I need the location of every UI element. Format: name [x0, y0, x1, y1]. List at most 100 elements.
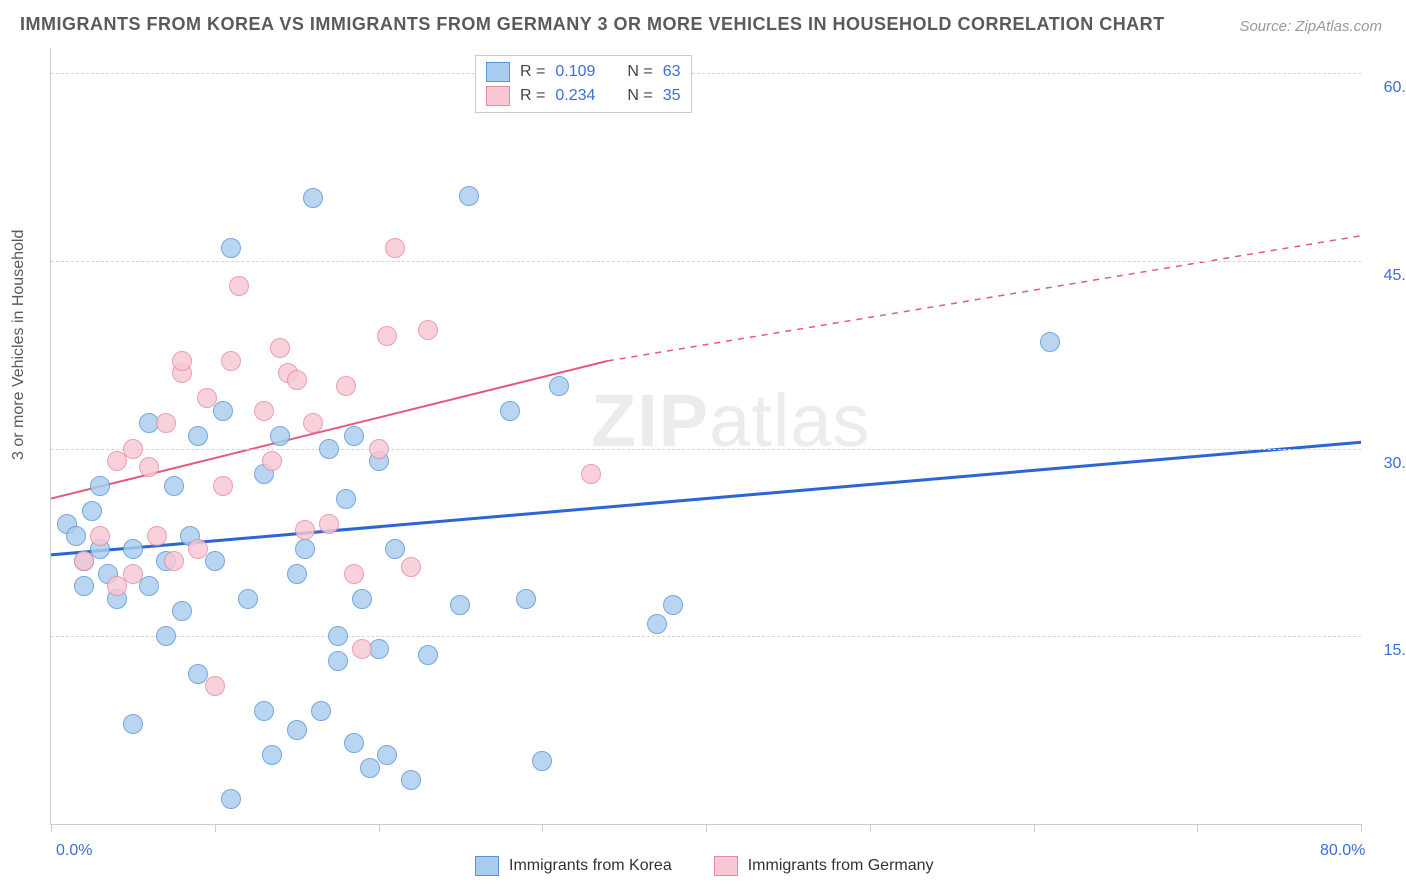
series-legend-item: Immigrants from Korea — [475, 856, 672, 876]
scatter-point — [66, 526, 86, 546]
scatter-point — [377, 326, 397, 346]
legend-swatch — [486, 86, 510, 106]
scatter-point — [221, 351, 241, 371]
scatter-point — [123, 439, 143, 459]
scatter-point — [90, 476, 110, 496]
scatter-point — [418, 645, 438, 665]
scatter-point — [262, 745, 282, 765]
series-name: Immigrants from Korea — [509, 857, 672, 875]
scatter-point — [385, 238, 405, 258]
chart-title: IMMIGRANTS FROM KOREA VS IMMIGRANTS FROM… — [20, 14, 1165, 35]
scatter-point — [663, 595, 683, 615]
scatter-point — [344, 733, 364, 753]
scatter-point — [1040, 332, 1060, 352]
scatter-point — [532, 751, 552, 771]
scatter-point — [459, 186, 479, 206]
ytick-label: 15.0% — [1369, 642, 1406, 660]
scatter-point — [74, 576, 94, 596]
scatter-point — [328, 626, 348, 646]
scatter-point — [221, 789, 241, 809]
scatter-point — [270, 426, 290, 446]
scatter-point — [319, 439, 339, 459]
scatter-point — [156, 413, 176, 433]
source-label: Source: ZipAtlas.com — [1239, 18, 1382, 35]
series-legend: Immigrants from Korea Immigrants from Ger… — [475, 856, 934, 876]
scatter-point — [516, 589, 536, 609]
y-axis-label: 3 or more Vehicles in Household — [10, 230, 28, 460]
legend-row: R = 0.234N = 35 — [486, 84, 681, 108]
scatter-point — [164, 551, 184, 571]
scatter-point — [188, 539, 208, 559]
xtick — [542, 824, 543, 832]
scatter-point — [549, 376, 569, 396]
scatter-point — [74, 551, 94, 571]
plot-area: ZIPatlas 15.0%30.0%45.0%60.0% — [50, 48, 1361, 825]
scatter-point — [172, 351, 192, 371]
ytick-label: 45.0% — [1369, 267, 1406, 285]
legend-n-value: 63 — [663, 63, 681, 81]
scatter-point — [213, 476, 233, 496]
scatter-point — [156, 626, 176, 646]
legend-n-label: N = — [627, 63, 652, 81]
scatter-point — [336, 376, 356, 396]
gridline — [51, 449, 1361, 450]
scatter-point — [147, 526, 167, 546]
scatter-point — [295, 520, 315, 540]
scatter-point — [418, 320, 438, 340]
scatter-point — [369, 439, 389, 459]
scatter-point — [352, 589, 372, 609]
scatter-point — [287, 720, 307, 740]
xtick — [215, 824, 216, 832]
scatter-point — [254, 701, 274, 721]
scatter-point — [205, 676, 225, 696]
scatter-point — [303, 188, 323, 208]
scatter-point — [262, 451, 282, 471]
scatter-point — [221, 238, 241, 258]
scatter-point — [377, 745, 397, 765]
legend-swatch — [486, 62, 510, 82]
scatter-point — [123, 564, 143, 584]
scatter-point — [319, 514, 339, 534]
xtick — [706, 824, 707, 832]
scatter-point — [287, 370, 307, 390]
xtick — [1034, 824, 1035, 832]
scatter-point — [647, 614, 667, 634]
legend-r-value: 0.109 — [555, 63, 595, 81]
scatter-point — [295, 539, 315, 559]
scatter-point — [188, 426, 208, 446]
scatter-point — [352, 639, 372, 659]
scatter-point — [139, 457, 159, 477]
xtick — [379, 824, 380, 832]
xtick — [51, 824, 52, 832]
scatter-point — [287, 564, 307, 584]
scatter-point — [401, 557, 421, 577]
series-legend-item: Immigrants from Germany — [714, 856, 934, 876]
xtick — [1197, 824, 1198, 832]
ytick-label: 60.0% — [1369, 79, 1406, 97]
scatter-point — [229, 276, 249, 296]
xmin-label: 0.0% — [56, 842, 92, 860]
gridline — [51, 261, 1361, 262]
scatter-point — [311, 701, 331, 721]
scatter-point — [336, 489, 356, 509]
scatter-point — [107, 576, 127, 596]
scatter-point — [139, 576, 159, 596]
scatter-point — [500, 401, 520, 421]
scatter-point — [328, 651, 348, 671]
scatter-point — [205, 551, 225, 571]
legend-row: R = 0.109N = 63 — [486, 60, 681, 84]
legend-n-value: 35 — [663, 87, 681, 105]
gridline — [51, 73, 1361, 74]
xtick — [1361, 824, 1362, 832]
xtick — [870, 824, 871, 832]
legend-swatch — [714, 856, 738, 876]
scatter-point — [107, 451, 127, 471]
scatter-point — [197, 388, 217, 408]
legend-n-label: N = — [627, 87, 652, 105]
ytick-label: 30.0% — [1369, 455, 1406, 473]
scatter-point — [123, 714, 143, 734]
legend-swatch — [475, 856, 499, 876]
scatter-point — [270, 338, 290, 358]
gridline — [51, 636, 1361, 637]
scatter-point — [213, 401, 233, 421]
